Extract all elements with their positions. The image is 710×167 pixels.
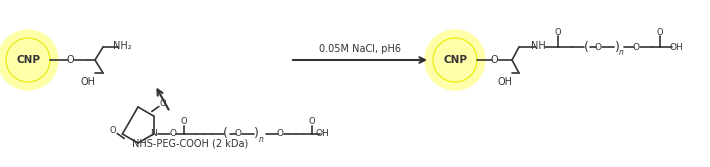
Text: O: O — [66, 55, 74, 65]
Text: NH: NH — [530, 41, 545, 51]
Circle shape — [429, 34, 481, 86]
Circle shape — [6, 38, 50, 82]
Text: O: O — [633, 42, 640, 51]
Text: O: O — [657, 28, 663, 37]
Text: n: n — [259, 134, 264, 143]
Text: ): ) — [254, 127, 259, 140]
Text: O: O — [594, 42, 601, 51]
Text: O: O — [180, 117, 187, 125]
Text: O: O — [276, 129, 283, 138]
Text: CNP: CNP — [16, 55, 40, 65]
Circle shape — [0, 30, 58, 90]
Text: n: n — [618, 47, 623, 56]
Circle shape — [433, 38, 477, 82]
Text: O: O — [234, 129, 241, 138]
Text: O: O — [490, 55, 498, 65]
Text: 0.05M NaCl, pH6: 0.05M NaCl, pH6 — [319, 44, 401, 54]
Text: CNP: CNP — [443, 55, 467, 65]
Text: OH: OH — [498, 77, 513, 87]
Text: O: O — [160, 99, 166, 108]
Text: O: O — [110, 126, 116, 135]
Text: NH₂: NH₂ — [113, 41, 131, 51]
Text: (: ( — [223, 127, 228, 140]
Text: NHS-PEG-COOH (2 kDa): NHS-PEG-COOH (2 kDa) — [132, 139, 248, 149]
Text: N: N — [151, 129, 157, 138]
Text: ): ) — [615, 41, 619, 53]
Circle shape — [425, 30, 485, 90]
Text: (: ( — [584, 41, 589, 53]
Text: OH: OH — [80, 77, 96, 87]
Text: O: O — [169, 129, 176, 138]
Circle shape — [6, 38, 50, 82]
Text: O: O — [308, 117, 315, 125]
Text: OH: OH — [669, 42, 683, 51]
Text: O: O — [555, 28, 562, 37]
Circle shape — [2, 34, 54, 86]
Text: OH: OH — [316, 129, 329, 138]
